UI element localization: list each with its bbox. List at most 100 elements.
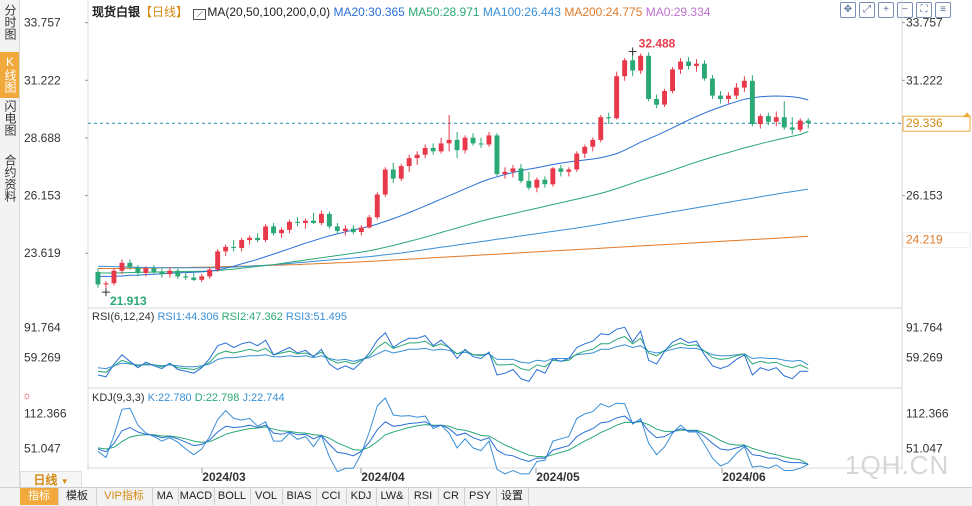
candle-body [350, 228, 356, 233]
candle-body [127, 262, 133, 268]
candle-body [518, 168, 524, 181]
period-label: 【日线】 [140, 5, 189, 19]
period-button-label: 日线 [33, 473, 58, 487]
indicator-tab[interactable]: CR [438, 488, 465, 505]
candle-body [342, 228, 348, 231]
candle-body [199, 276, 205, 280]
chart-legend: 现货白银【日线】 ⟋ MA(20,50,100,200,0,0) MA20:30.… [92, 3, 710, 20]
indicator-tab[interactable]: CCI [316, 488, 347, 505]
candle-body [694, 63, 699, 66]
indicator-tab[interactable]: 设置 [496, 488, 529, 505]
restore-icon[interactable]: ⤢ [859, 2, 875, 18]
candle-body [773, 117, 779, 122]
candle-body [582, 146, 588, 154]
tab-timeshare-label: 分时图 [3, 4, 17, 40]
tab-lightning-label: 闪电图 [3, 100, 17, 136]
candle-body [566, 169, 572, 172]
candle-body [175, 270, 181, 277]
indicator-tab[interactable]: KDJ [346, 488, 377, 505]
zoom-in-icon[interactable]: + [878, 2, 894, 18]
rsi1-line [97, 326, 809, 382]
price-tick-left: 28.688 [24, 131, 61, 145]
zoom-out-icon[interactable]: − [897, 2, 913, 18]
indicator-tab[interactable]: 指标 [20, 488, 59, 505]
candle-body [749, 80, 755, 124]
ma-value: MA200:24.775 [560, 5, 643, 19]
candle-body [303, 220, 308, 223]
candle-body [486, 135, 492, 145]
candle-body [598, 117, 604, 140]
candle-body [574, 153, 580, 170]
kdj-j-line [97, 397, 809, 475]
candle-body [334, 226, 340, 231]
date-label: 2024/04 [361, 470, 405, 484]
candle-body [622, 60, 628, 77]
indicator-tab[interactable]: MACD [178, 488, 215, 505]
candle-body [382, 169, 388, 195]
candle-body [757, 116, 763, 125]
indicator-tab[interactable]: VOL [250, 488, 283, 505]
indicator-tab[interactable]: BIAS [282, 488, 317, 505]
tab-contract-info[interactable]: 合约资料 [0, 154, 19, 214]
ma200-line [98, 235, 809, 269]
candle-body [470, 137, 476, 144]
candle-body [103, 283, 109, 285]
ma100-line [97, 188, 809, 269]
ma-value: MA50:28.971 [404, 5, 480, 19]
candle-body [558, 168, 564, 172]
candle-body [111, 270, 117, 284]
price-tick-left: 23.619 [24, 246, 61, 260]
candle-body [502, 171, 508, 175]
kdj-k-line [97, 415, 809, 465]
tab-kline[interactable]: K线图 [0, 52, 19, 98]
indicator-tab[interactable]: LW& [376, 488, 409, 505]
indicator-tab[interactable]: BOLL [214, 488, 251, 505]
kdj-value: J:22.744 [239, 392, 285, 404]
candle-body [151, 268, 157, 272]
candle-body [143, 268, 149, 273]
candle-body [438, 143, 444, 152]
candle-body [311, 220, 316, 223]
candle-body [231, 246, 237, 248]
rsi-tick-right: 91.764 [906, 321, 943, 335]
candle-body [765, 116, 771, 122]
candle-body [446, 139, 452, 144]
low-price-label: 21.913 [110, 294, 147, 308]
rsi-value: RSI1:44.306 [157, 311, 219, 323]
candle-body [295, 221, 300, 223]
candle-body [678, 61, 683, 70]
move-icon[interactable]: ✥ [840, 2, 856, 18]
candle-body [135, 267, 141, 273]
candle-body [119, 262, 125, 271]
candle-body [255, 237, 260, 241]
indicator-tab[interactable]: MA [152, 488, 179, 505]
chart-canvas: 33.757 31.222 28.688 26.153 23.619 33.757 31.2… [24, 0, 971, 484]
indicator-tab[interactable]: RSI [408, 488, 439, 505]
candle-body [630, 60, 636, 71]
ma-settings-icon[interactable]: ⟋ [193, 9, 207, 20]
candle-body [247, 237, 252, 241]
candle-body [670, 69, 675, 91]
settings-icon[interactable]: ≡ [935, 2, 951, 18]
indicator-tab[interactable]: VIP指标 [96, 488, 153, 505]
period-button[interactable]: 日线 ▼ [20, 471, 82, 489]
indicator-settings-icon[interactable]: ☼ [22, 390, 33, 402]
price-tick-left: 26.153 [24, 189, 61, 203]
date-label: 2024/06 [722, 470, 766, 484]
ma-title: MA(20,50,100,200,0,0) [207, 5, 331, 19]
fullscreen-icon[interactable]: ⛶ [916, 2, 932, 18]
ma50-line [98, 131, 809, 274]
price-arrow-icon [963, 112, 971, 118]
candle-body [95, 271, 101, 285]
current-price-label: 29.336 [906, 116, 943, 130]
candle-body [590, 139, 596, 147]
ma-values: MA20:30.365 MA50:28.971 MA100:26.443 MA2… [333, 5, 710, 19]
high-price-label: 32.488 [639, 36, 676, 50]
view-tabs-sidebar: 分时图 K线图 闪电图 合约资料 [0, 0, 20, 487]
indicator-tab[interactable]: PSY [464, 488, 497, 505]
candle-body [526, 180, 532, 188]
indicator-tab[interactable]: 模板 [58, 488, 97, 505]
tab-lightning[interactable]: 闪电图 [0, 100, 19, 146]
candle-body [239, 240, 245, 248]
tab-timeshare[interactable]: 分时图 [0, 4, 19, 50]
